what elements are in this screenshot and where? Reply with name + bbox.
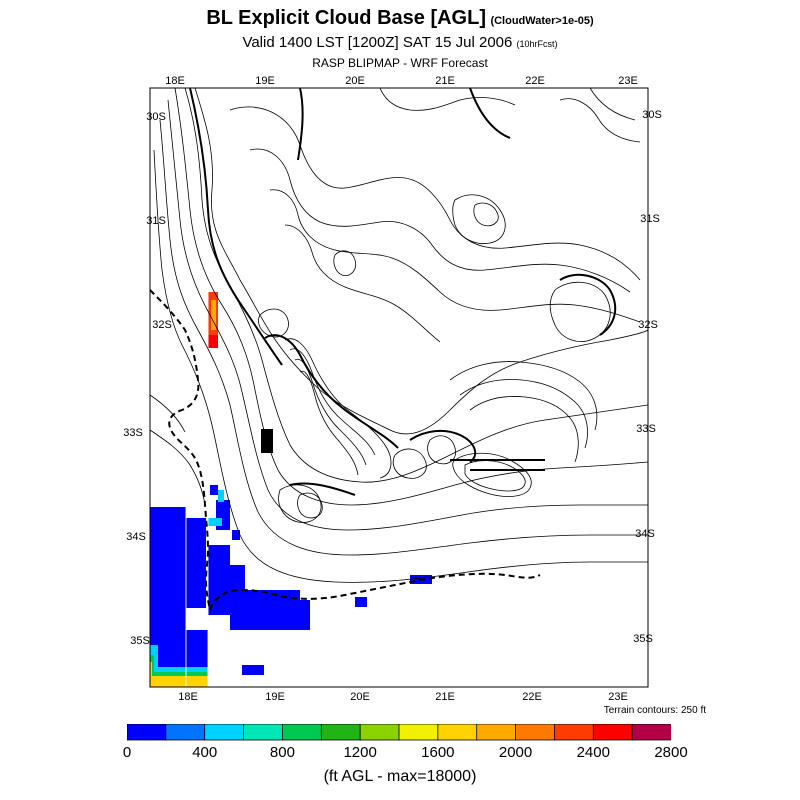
colorbar-tick-label: 2400 — [576, 744, 610, 761]
terrain-contours — [149, 87, 649, 583]
colorbar-swatch — [592, 724, 634, 741]
colorbar-swatch — [204, 724, 245, 741]
cloud-cell — [210, 485, 218, 495]
bottom-longitude-label: 18E — [178, 691, 198, 700]
colorbar-swatch — [165, 724, 206, 741]
colorbar-tick-labels: 0 400 800 1200 1600 2000 2400 2800 — [123, 742, 688, 764]
terrain-contours-major — [189, 87, 617, 496]
colorbar-swatch — [243, 724, 284, 741]
bottom-longitude-labels: 18E 19E 20E 21E 22E 23E — [178, 691, 628, 700]
colorbar-swatch — [437, 724, 478, 741]
forecast-hour: (10hrFcst) — [516, 39, 558, 49]
colorbar-swatch — [282, 724, 323, 741]
title-sub: (CloudWater>1e-05) — [490, 15, 594, 27]
bottom-longitude-label: 20E — [350, 691, 370, 700]
colorbar-tick-label: 2000 — [498, 744, 533, 761]
colorbar-swatch — [554, 724, 595, 741]
top-longitude-label: 18E — [165, 75, 185, 87]
left-latitude-label: 30S — [146, 111, 166, 123]
legend-units: (ft AGL - max=18000) — [323, 768, 477, 785]
valid-time: Valid 1400 LST [1200Z] SAT 15 Jul 2006 (… — [0, 34, 800, 51]
colorbar-swatch — [127, 724, 167, 741]
title-main: BL Explicit Cloud Base [AGL] — [206, 7, 486, 29]
terrain-contour-note: Terrain contours: 250 ft — [603, 705, 706, 716]
right-latitude-label: 33S — [636, 423, 656, 435]
colorbar-swatch — [359, 724, 400, 741]
left-latitude-label: 33S — [123, 427, 143, 439]
left-latitude-label: 35S — [130, 635, 150, 647]
bottom-longitude-label: 22E — [522, 691, 542, 700]
right-latitude-label: 35S — [633, 633, 653, 645]
valid-time-main: Valid 1400 LST [1200Z] SAT 15 Jul 2006 — [242, 34, 513, 51]
right-latitude-labels: 30S 31S 32S 33S 34S 35S — [633, 109, 662, 645]
top-longitude-label: 19E — [255, 75, 275, 87]
top-longitude-labels: 18E 19E 20E 21E 22E 23E — [165, 75, 638, 87]
top-longitude-label: 21E — [435, 75, 455, 87]
cloud-cell — [186, 518, 206, 608]
left-latitude-label: 34S — [126, 531, 146, 543]
bottom-longitude-label: 21E — [435, 691, 455, 700]
right-latitude-label: 34S — [635, 528, 655, 540]
colorbar — [127, 724, 671, 741]
cloud-cell — [208, 518, 222, 526]
top-longitude-label: 22E — [525, 75, 545, 87]
cloud-cell — [232, 530, 240, 540]
left-latitude-label: 32S — [152, 319, 172, 331]
left-latitude-labels: 30S 31S 32S 33S 34S 35S — [123, 111, 172, 647]
cloud-cell — [218, 490, 224, 502]
right-latitude-label: 31S — [640, 213, 660, 225]
colorbar-swatch — [631, 724, 671, 741]
right-latitude-label: 32S — [638, 319, 658, 331]
top-longitude-label: 23E — [618, 75, 638, 87]
cloud-cell — [208, 335, 218, 348]
colorbar-tick-label: 2800 — [654, 744, 688, 761]
cloud-cell — [150, 662, 208, 687]
model-name: RASP BLIPMAP - WRF Forecast — [312, 56, 488, 70]
color-legend: 0 400 800 1200 1600 2000 2400 2800 — [123, 724, 688, 764]
colorbar-swatch — [515, 724, 556, 741]
colorbar-swatch — [398, 724, 439, 741]
left-latitude-label: 31S — [146, 215, 166, 227]
right-latitude-label: 30S — [642, 109, 662, 121]
cloud-cell — [211, 300, 216, 330]
cloud-cell — [230, 600, 310, 630]
cloud-cell — [355, 597, 367, 607]
forecast-map: 18E 19E 20E 21E 22E 23E 18E 19E 20E 21E 22E 23E 30… — [123, 75, 662, 700]
colorbar-swatch — [320, 724, 362, 741]
grid-lines — [185, 88, 209, 687]
bottom-longitude-label: 23E — [608, 691, 628, 700]
colorbar-tick-label: 0 — [122, 744, 132, 761]
colorbar-tick-label: 800 — [269, 744, 295, 761]
top-longitude-label: 20E — [345, 75, 365, 87]
bottom-longitude-label: 19E — [265, 691, 285, 700]
colorbar-swatch — [476, 724, 517, 741]
cloud-cell — [242, 665, 264, 675]
chart-title: BL Explicit Cloud Base [AGL] (CloudWater… — [0, 7, 800, 30]
colorbar-tick-label: 1600 — [421, 744, 455, 761]
coastline — [149, 289, 541, 614]
colorbar-tick-label: 400 — [192, 744, 218, 761]
colorbar-tick-label: 1200 — [343, 744, 377, 761]
map-frame — [149, 87, 649, 688]
cloud-cell — [208, 545, 230, 615]
